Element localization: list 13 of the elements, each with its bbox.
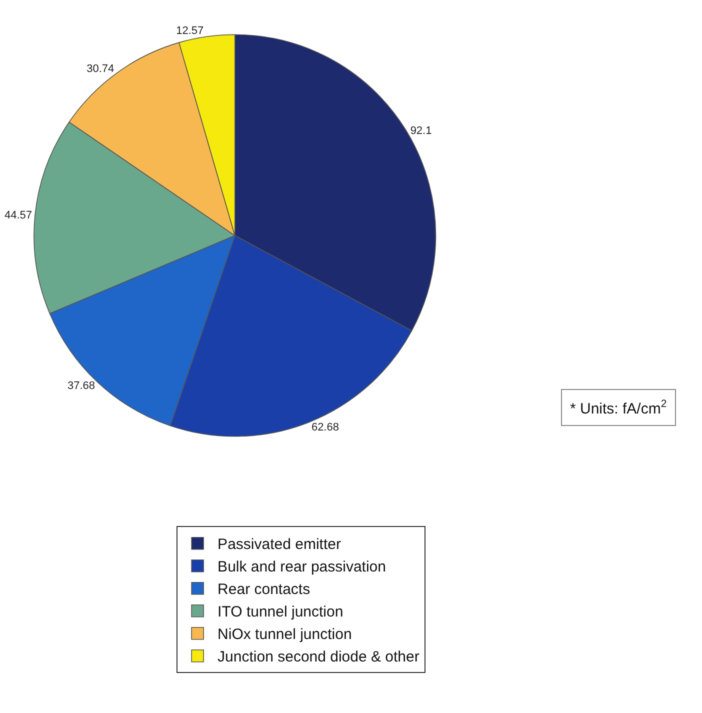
legend-label: NiOx tunnel junction bbox=[218, 626, 352, 644]
data-label: 44.57 bbox=[4, 209, 32, 222]
legend-label: Rear contacts bbox=[218, 581, 310, 598]
text: * Units: fA/cm$^{2}$ bbox=[570, 398, 667, 418]
legend-label: ITO tunnel junction bbox=[218, 604, 344, 621]
legend-label: Bulk and rear passivation bbox=[218, 558, 386, 576]
data-label: 12.57 bbox=[176, 24, 204, 37]
data-label: 37.68 bbox=[67, 380, 95, 392]
data-label: 92.1 bbox=[410, 124, 432, 137]
legend-label: Passivated emitter bbox=[218, 536, 341, 554]
data-label: 30.74 bbox=[86, 62, 114, 75]
data-label: 62.68 bbox=[311, 422, 339, 434]
legend-label: Junction second diode & other bbox=[218, 648, 420, 666]
